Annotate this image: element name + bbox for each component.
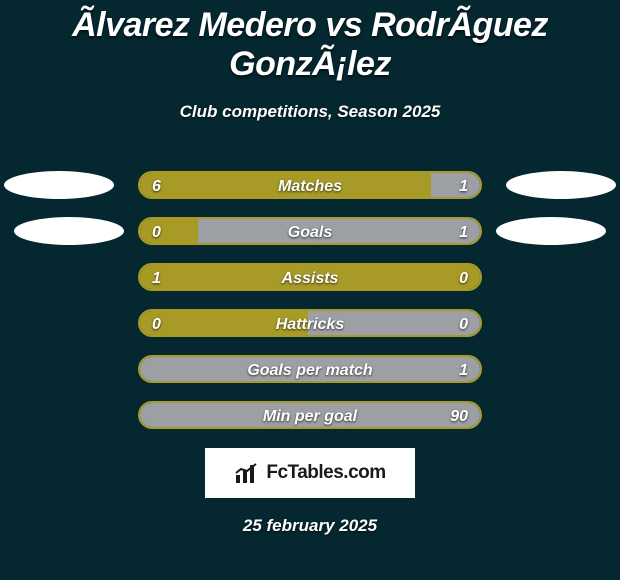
page-title: Ãlvarez Medero vs RodrÃ­guez GonzÃ¡lez: [0, 0, 620, 84]
stat-row: 10Assists: [0, 254, 620, 300]
logo: FcTables.com: [234, 462, 385, 484]
stat-label: Goals per match: [140, 357, 480, 383]
stat-row: 00Hattricks: [0, 300, 620, 346]
footer-date: 25 february 2025: [0, 516, 620, 536]
player-right-oval: [506, 171, 616, 199]
stat-label: Hattricks: [140, 311, 480, 337]
stat-row: 1Goals per match: [0, 346, 620, 392]
stats-container: 61Matches 01Goals 10Assists 00Hattricks 1Goa…: [0, 162, 620, 438]
stat-label: Matches: [140, 173, 480, 199]
page-subtitle: Club competitions, Season 2025: [0, 102, 620, 122]
stat-bar: 1Goals per match: [138, 355, 482, 383]
stat-bar: 10Assists: [138, 263, 482, 291]
logo-text: FcTables.com: [266, 462, 385, 484]
player-left-oval: [4, 171, 114, 199]
chart-icon: [234, 463, 260, 483]
stat-bar: 01Goals: [138, 217, 482, 245]
stat-bar: 00Hattricks: [138, 309, 482, 337]
stat-label: Assists: [140, 265, 480, 291]
stat-label: Min per goal: [140, 403, 480, 429]
stat-label: Goals: [140, 219, 480, 245]
stat-row: 61Matches: [0, 162, 620, 208]
player-right-oval: [496, 217, 606, 245]
player-left-oval: [14, 217, 124, 245]
stat-bar: 90Min per goal: [138, 401, 482, 429]
stat-bar: 61Matches: [138, 171, 482, 199]
stat-row: 01Goals: [0, 208, 620, 254]
logo-box: FcTables.com: [205, 448, 415, 498]
stat-row: 90Min per goal: [0, 392, 620, 438]
